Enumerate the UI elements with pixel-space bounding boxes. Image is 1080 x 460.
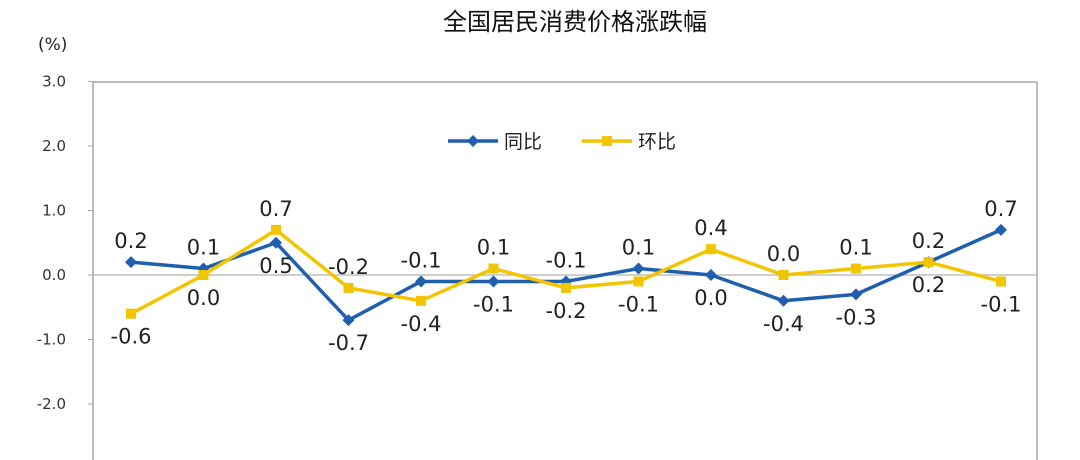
series-1-data-label: -0.1 bbox=[401, 248, 442, 272]
series-2-data-label: 0.7 bbox=[259, 197, 292, 221]
series-2-point bbox=[633, 276, 644, 287]
series-2-point bbox=[706, 244, 716, 255]
series-1-data-label: 0.5 bbox=[259, 254, 292, 278]
series-1-data-label: 0.7 bbox=[984, 197, 1017, 221]
legend-marker-1 bbox=[467, 135, 479, 147]
series-1-point bbox=[705, 269, 717, 281]
series-1-point bbox=[342, 314, 355, 327]
series-1-data-label: 0.2 bbox=[912, 229, 945, 253]
legend-label-1: 同比 bbox=[504, 131, 542, 153]
series-2-point bbox=[851, 263, 861, 274]
series-1-data-label: 0.1 bbox=[622, 236, 655, 260]
series-1-data-label: -0.7 bbox=[328, 331, 369, 355]
series-1-point bbox=[125, 256, 137, 269]
series-2-data-label: 0.4 bbox=[694, 216, 727, 240]
series-2-data-label: 0.0 bbox=[187, 286, 220, 310]
legend: 同比 环比 bbox=[448, 131, 676, 153]
series-1-point bbox=[270, 236, 282, 249]
series-2-data-label: 0.0 bbox=[767, 242, 800, 266]
series-1-point bbox=[487, 275, 500, 288]
legend-marker-2 bbox=[602, 136, 612, 146]
series-layer bbox=[125, 223, 1007, 327]
series-2-point bbox=[198, 270, 209, 280]
series-1-data-label: 0.2 bbox=[114, 229, 147, 253]
series-2-data-label: -0.1 bbox=[981, 292, 1022, 316]
y-tick-label: 2.0 bbox=[42, 137, 66, 155]
chart-title: 全国居民消费价格涨跌幅 bbox=[443, 8, 707, 36]
series-1-point bbox=[850, 288, 862, 301]
series-1-point bbox=[995, 223, 1007, 236]
series-2-point bbox=[923, 257, 934, 268]
y-tick-label: -2.0 bbox=[37, 395, 66, 413]
series-1-point bbox=[415, 275, 427, 288]
series-1-data-label: -0.3 bbox=[836, 305, 877, 329]
series-2-point bbox=[416, 295, 426, 306]
series-1-data-label: 0.1 bbox=[187, 236, 220, 260]
series-2-point bbox=[561, 282, 571, 293]
plot-area bbox=[92, 81, 1038, 460]
series-2-point bbox=[343, 282, 354, 293]
series-1-data-label: -0.4 bbox=[763, 312, 804, 336]
series-2-data-label: -0.2 bbox=[546, 299, 587, 323]
series-2-data-label: 0.1 bbox=[477, 236, 510, 260]
series-2-data-label: 0.1 bbox=[839, 236, 872, 260]
series-2-point bbox=[488, 263, 499, 274]
series-2-data-label: -0.1 bbox=[618, 292, 659, 316]
data-label-layer: 0.2 -0.6 0.1 0.0 0.5 0.7 -0.7 -0.2 -0.1 -0.4 -0.1 0… bbox=[111, 197, 1022, 355]
series-2-data-label: -0.6 bbox=[111, 325, 152, 349]
series-2-point bbox=[126, 308, 136, 319]
series-1-point bbox=[632, 262, 645, 275]
y-tick-label: 1.0 bbox=[42, 202, 66, 220]
y-axis: 3.0 2.0 1.0 0.0 -1.0 -2.0 bbox=[37, 73, 93, 413]
y-tick-label: 0.0 bbox=[42, 266, 66, 284]
series-1-data-label: -0.1 bbox=[546, 248, 587, 272]
y-tick-label: -1.0 bbox=[37, 331, 66, 349]
series-2-point bbox=[996, 276, 1006, 287]
series-2-data-label: -0.2 bbox=[328, 255, 369, 279]
series-1-point bbox=[777, 294, 790, 307]
y-tick-label: 3.0 bbox=[42, 73, 66, 91]
series-1-data-label: 0.0 bbox=[694, 286, 727, 310]
series-2-point bbox=[778, 270, 789, 280]
series-2-data-label: 0.2 bbox=[912, 273, 945, 297]
series-2-point bbox=[271, 224, 281, 235]
series-2-data-label: -0.4 bbox=[401, 312, 442, 336]
series-1-data-label: -0.1 bbox=[473, 292, 514, 316]
y-axis-unit: (%) bbox=[38, 35, 67, 55]
legend-label-2: 环比 bbox=[638, 131, 676, 153]
